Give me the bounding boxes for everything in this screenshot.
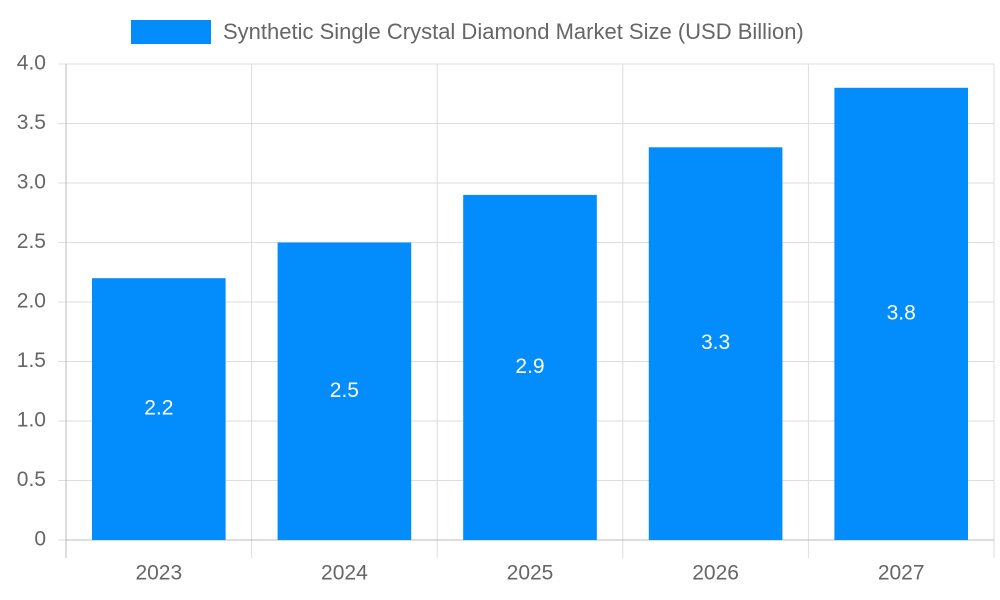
- y-tick-label: 4.0: [17, 52, 46, 75]
- y-tick-label: 0: [34, 528, 46, 551]
- legend-swatch: [131, 20, 211, 44]
- x-tick-label: 2026: [692, 562, 739, 585]
- y-tick-label: 3.5: [17, 111, 46, 134]
- data-label: 3.3: [701, 331, 730, 354]
- bar: [277, 242, 412, 540]
- data-label: 2.2: [144, 397, 173, 420]
- x-tick-label: 2024: [321, 562, 368, 585]
- y-tick-label: 2.5: [17, 230, 46, 253]
- bar: [834, 87, 969, 541]
- y-tick-label: 3.0: [17, 171, 46, 194]
- bar: [463, 194, 597, 540]
- y-tick-label: 1.0: [17, 409, 46, 432]
- y-tick-label: 1.5: [17, 349, 46, 372]
- y-tick-label: 2.0: [17, 290, 46, 313]
- y-tick-label: 0.5: [17, 468, 46, 491]
- data-label: 2.9: [515, 355, 544, 378]
- x-tick-label: 2025: [507, 562, 554, 585]
- x-tick-label: 2027: [878, 562, 925, 585]
- data-label: 2.5: [330, 379, 359, 402]
- bar: [91, 278, 226, 540]
- legend-label: Synthetic Single Crystal Diamond Market …: [223, 19, 804, 44]
- bar: [648, 147, 783, 541]
- x-tick-label: 2023: [135, 562, 182, 585]
- data-label: 3.8: [887, 301, 916, 324]
